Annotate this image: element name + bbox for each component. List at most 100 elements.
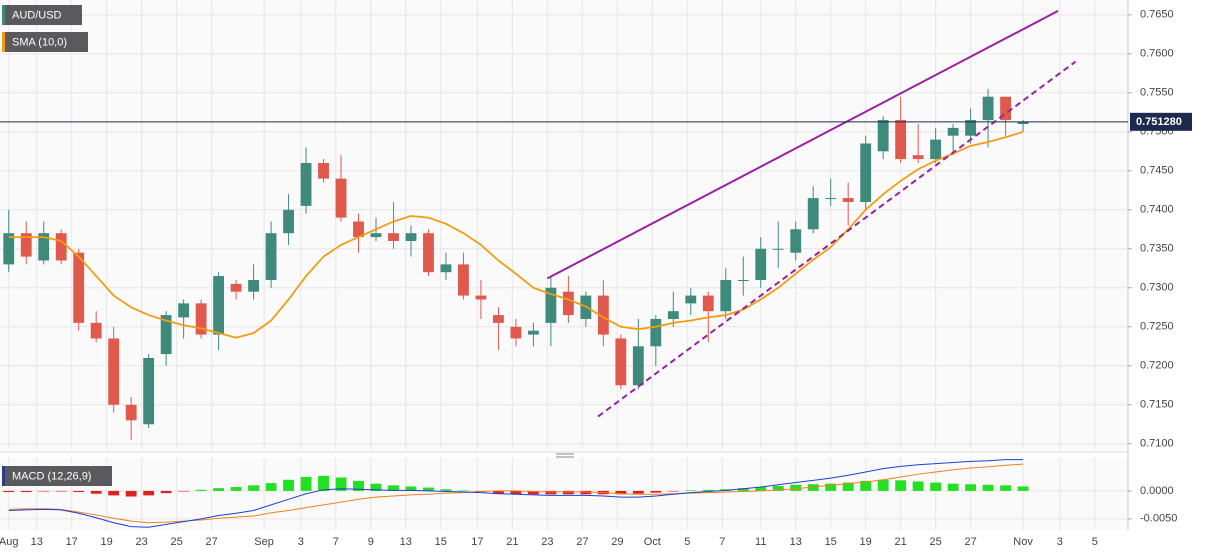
histogram-bar [160,490,172,494]
x-tick-label: 13 [790,536,802,548]
histogram-bar [213,488,225,491]
x-tick-label: 27 [576,536,588,548]
x-tick-label: 3 [1057,536,1063,548]
histogram-bar [423,487,434,491]
histogram-bar [143,490,155,496]
histogram-bar [947,483,959,491]
candle-body [545,287,557,323]
x-tick-label: 19 [860,536,872,548]
y-tick-label: 0.7550 [1140,87,1174,99]
candle-body [632,346,644,386]
candle-body [73,252,85,323]
candle-body [650,318,662,347]
histogram-bar [545,490,557,495]
y-tick-label: 0.7350 [1140,243,1174,255]
candle-body [965,120,977,136]
legend-swatch [2,32,5,52]
y-tick-label: 0.7600 [1140,48,1174,60]
legend-box[interactable] [2,5,82,25]
x-tick-label: 15 [435,536,447,548]
candle-body [930,139,942,160]
marks [0,10,1128,528]
x-tick-label: 25 [930,536,942,548]
x-tick-label: 13 [400,536,412,548]
x-tick-label: 17 [471,536,483,548]
histogram-bar [912,481,924,491]
histogram-bar [125,490,137,497]
sma-line [8,130,1024,339]
histogram-bar [667,490,679,492]
last-price-label: 0.751280 [1136,116,1182,128]
y-tick-label: 0.7150 [1140,399,1174,411]
histogram-bar [370,483,382,491]
legend-label: SMA (10,0) [12,36,67,48]
legend-box[interactable] [2,466,112,486]
x-tick-label: 19 [101,536,113,548]
candle-body [737,279,749,281]
y-tick-label: 0.7200 [1140,360,1174,372]
x-tick-label: 27 [964,536,976,548]
candle-body [702,295,714,312]
candle-body [3,233,15,265]
histogram-bar [90,490,102,494]
last-price-box [1130,112,1192,131]
candle-body [667,311,679,319]
histogram-bar [248,485,260,491]
candle-body [178,303,190,318]
y-tick-label: -0.0050 [1140,513,1177,525]
x-tick-label: 29 [611,536,623,548]
legend-swatch [2,466,5,486]
candle-body [720,279,732,312]
x-tick-label: 23 [136,536,148,548]
histogram-bar [73,490,85,493]
price-panel [0,0,1128,450]
histogram-bar [108,490,120,496]
legend-box[interactable] [2,32,88,52]
histogram-bar [772,485,784,491]
candle-body [195,303,207,335]
candle-body [230,283,242,292]
histogram-bar [178,490,190,492]
legend-label: MACD (12,26,9) [12,470,91,482]
candle-body [947,127,959,136]
y-tick-label: 0.7300 [1140,282,1174,294]
candle-body [143,357,155,425]
candle-body [597,295,609,335]
candle-body [842,198,854,202]
histogram-bar [615,490,627,495]
histogram-bar [38,490,50,492]
candle-body [20,233,32,257]
legend-swatch [2,5,5,25]
histogram-bar [230,487,242,491]
histogram-bar [492,490,504,494]
histogram-bar [55,490,67,492]
candle-body [615,338,627,386]
histogram-bar [405,486,417,491]
candle-body [510,326,522,339]
histogram-bar [335,477,347,491]
candle-body [90,322,102,339]
x-tick-label: 7 [333,536,339,548]
candle-body [492,315,504,323]
signal-line [8,463,1024,524]
candle-body [982,96,994,121]
x-tick-label: 13 [31,536,43,548]
trendline [597,60,1077,418]
x-tick-label: 5 [684,536,690,548]
x-tick-label: 3 [298,536,304,548]
histogram-bar [20,490,32,493]
candle-body [458,264,469,296]
x-tick-label: Nov [1013,536,1033,548]
histogram-bar [965,484,977,491]
candle-body [300,162,312,206]
trendline [546,10,1059,280]
histogram-bar [353,480,364,491]
histogram-bar [458,490,469,491]
candle-body [125,404,137,421]
histogram-bar [1000,485,1012,491]
x-tick-label: 17 [66,536,78,548]
x-tick-label: 23 [541,536,553,548]
histogram-bar [3,490,15,493]
legend-label: AUD/USD [12,9,62,21]
